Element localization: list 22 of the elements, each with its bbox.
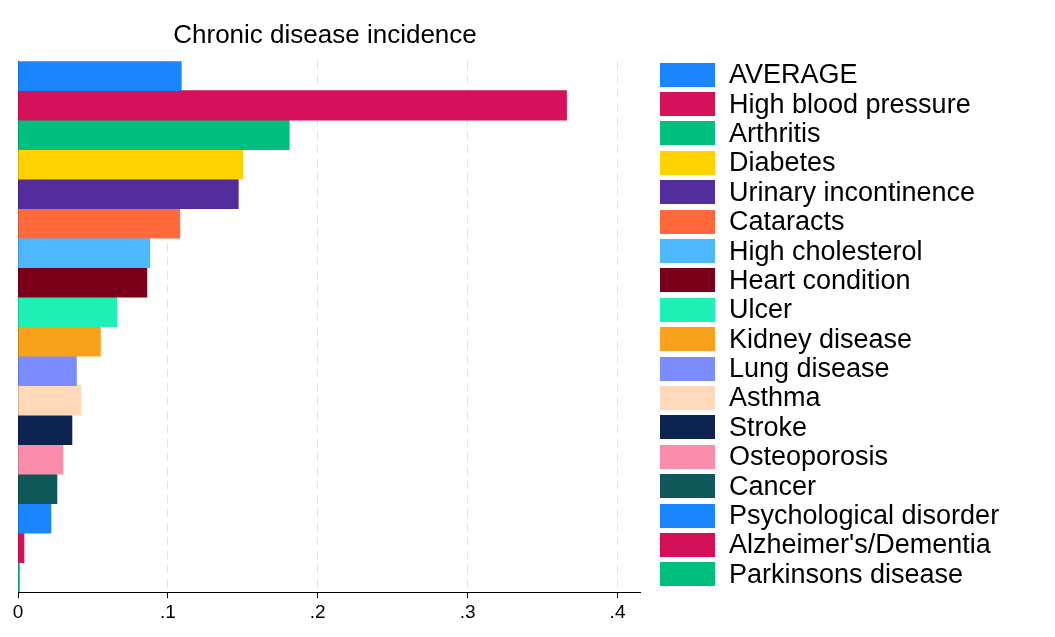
legend-label: Cataracts [729, 206, 845, 237]
legend-label: Urinary incontinence [729, 176, 976, 207]
chart-title: Chronic disease incidence [173, 18, 477, 49]
x-tick-label: .4 [609, 600, 626, 622]
x-tick-label: .3 [459, 600, 476, 622]
legend-label: Stroke [729, 411, 808, 442]
legend-label: Diabetes [729, 147, 836, 178]
legend-label: Psychological disorder [729, 500, 1000, 531]
x-tick-label: .2 [309, 600, 326, 622]
x-tick-label: 0 [12, 600, 24, 622]
legend-label: High cholesterol [729, 235, 923, 266]
legend-label: Asthma [729, 382, 821, 413]
legend-label: High blood pressure [729, 88, 971, 119]
legend-label: Ulcer [729, 294, 793, 325]
legend-label: Lung disease [729, 353, 890, 384]
legend-label: Parkinsons disease [729, 558, 964, 589]
legend-label: Cancer [729, 470, 817, 501]
legend-label: Alzheimer's/Dementia [729, 529, 991, 560]
legend-label: Osteoporosis [729, 441, 889, 472]
legend-label: AVERAGE [729, 59, 858, 90]
x-tick-label: .1 [159, 600, 176, 622]
legend-label: Kidney disease [729, 323, 913, 354]
